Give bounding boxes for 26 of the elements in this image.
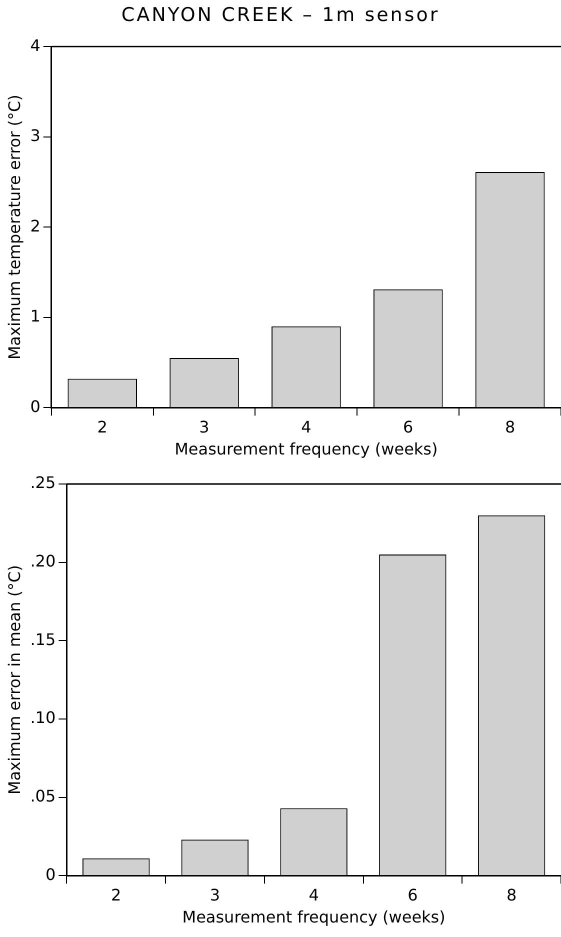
x-tick-label: 2 xyxy=(110,885,122,904)
y-axis-title: Maximum temperature error (°C) xyxy=(4,94,24,360)
x-tick-label: 6 xyxy=(403,417,414,436)
x-axis-title: Measurement frequency (weeks) xyxy=(182,908,446,927)
y-tick-label: .05 xyxy=(30,786,56,806)
y-axis-title: Maximum error in mean (°C) xyxy=(4,565,24,795)
x-tick-label: 6 xyxy=(408,885,418,904)
y-tick-label: 1 xyxy=(30,306,40,326)
x-axis-title: Measurement frequency (weeks) xyxy=(174,440,438,459)
x-tick-label: 3 xyxy=(210,885,220,904)
y-tick-label: .10 xyxy=(30,708,56,728)
y-tick-label: 3 xyxy=(30,126,40,146)
y-tick-label: 0 xyxy=(30,396,40,416)
y-tick-label: 0 xyxy=(45,864,56,884)
y-tick-label: 2 xyxy=(30,216,40,236)
y-tick-label: .20 xyxy=(30,551,56,570)
y-tick-label: 4 xyxy=(30,36,40,55)
chart-title: CANYON CREEK – 1m sensor xyxy=(120,3,441,28)
x-tick-label: 2 xyxy=(97,417,108,436)
x-tick-label: 3 xyxy=(199,417,210,436)
x-tick-label: 8 xyxy=(506,885,517,904)
x-tick-label: 4 xyxy=(308,885,319,904)
y-tick-label: .15 xyxy=(30,630,56,649)
x-tick-label: 8 xyxy=(504,417,516,436)
y-tick-label: .25 xyxy=(30,473,56,492)
x-tick-label: 4 xyxy=(301,417,312,436)
